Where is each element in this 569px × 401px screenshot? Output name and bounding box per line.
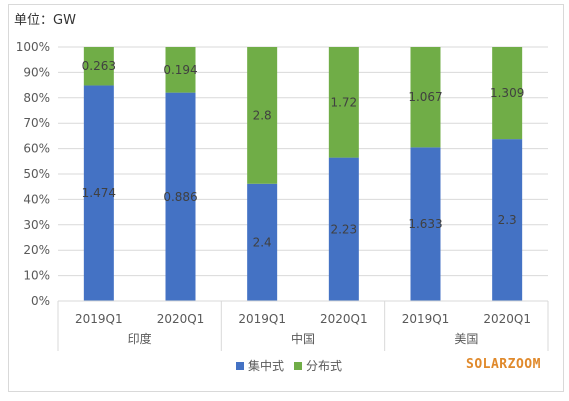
data-label-centralized: 1.474 <box>82 186 116 200</box>
data-label-centralized: 2.4 <box>253 235 272 249</box>
data-label-centralized: 1.633 <box>408 217 442 231</box>
y-tick-label: 90% <box>23 65 50 79</box>
y-tick-label: 50% <box>23 167 50 181</box>
y-tick-label: 70% <box>23 116 50 130</box>
bar-distributed <box>328 47 359 158</box>
bar-centralized <box>165 92 196 302</box>
x-group-label: 印度 <box>128 331 152 346</box>
y-tick-label: 0% <box>31 294 50 308</box>
bar-distributed <box>410 47 441 148</box>
data-label-distributed: 1.72 <box>330 95 357 109</box>
bar-distributed <box>492 47 523 140</box>
x-group-label: 中国 <box>291 331 315 346</box>
x-tick-label: 2020Q1 <box>483 312 531 326</box>
data-label-distributed: 0.194 <box>163 63 197 77</box>
x-tick-label: 2019Q1 <box>75 312 123 326</box>
bar-centralized <box>492 139 523 301</box>
brand-watermark: SOLARZOOM <box>466 357 541 372</box>
data-label-distributed: 1.309 <box>490 86 524 100</box>
y-tick-label: 40% <box>23 192 50 206</box>
unit-label: 单位：GW <box>14 13 76 28</box>
y-tick-label: 100% <box>16 40 50 54</box>
x-group-label: 美国 <box>454 332 478 346</box>
legend-label: 集中式 <box>248 358 284 373</box>
bar-centralized <box>83 85 114 302</box>
data-label-centralized: 2.23 <box>330 222 357 236</box>
x-tick-label: 2020Q1 <box>157 312 205 326</box>
y-tick-label: 30% <box>23 218 50 232</box>
x-tick-label: 2020Q1 <box>320 312 368 326</box>
y-tick-label: 10% <box>23 269 50 283</box>
x-tick-label: 2019Q1 <box>238 312 286 326</box>
bar-distributed <box>165 47 196 93</box>
data-label-distributed: 1.067 <box>408 90 442 104</box>
data-label-centralized: 0.886 <box>163 190 197 204</box>
bar-distributed <box>247 47 278 184</box>
bar-centralized <box>410 147 441 301</box>
y-tick-label: 80% <box>23 91 50 105</box>
chart-frame <box>8 4 564 392</box>
y-tick-label: 20% <box>23 243 50 257</box>
legend-label: 分布式 <box>306 359 342 373</box>
legend-swatch <box>294 362 302 370</box>
x-tick-label: 2019Q1 <box>402 312 450 326</box>
legend-swatch <box>236 362 244 370</box>
y-tick-label: 60% <box>23 142 50 156</box>
data-label-centralized: 2.3 <box>498 213 517 227</box>
data-label-distributed: 0.263 <box>82 59 116 73</box>
bar-distributed <box>83 47 114 86</box>
bar-centralized <box>247 183 278 301</box>
data-label-distributed: 2.8 <box>253 108 272 122</box>
bar-centralized <box>328 157 359 301</box>
